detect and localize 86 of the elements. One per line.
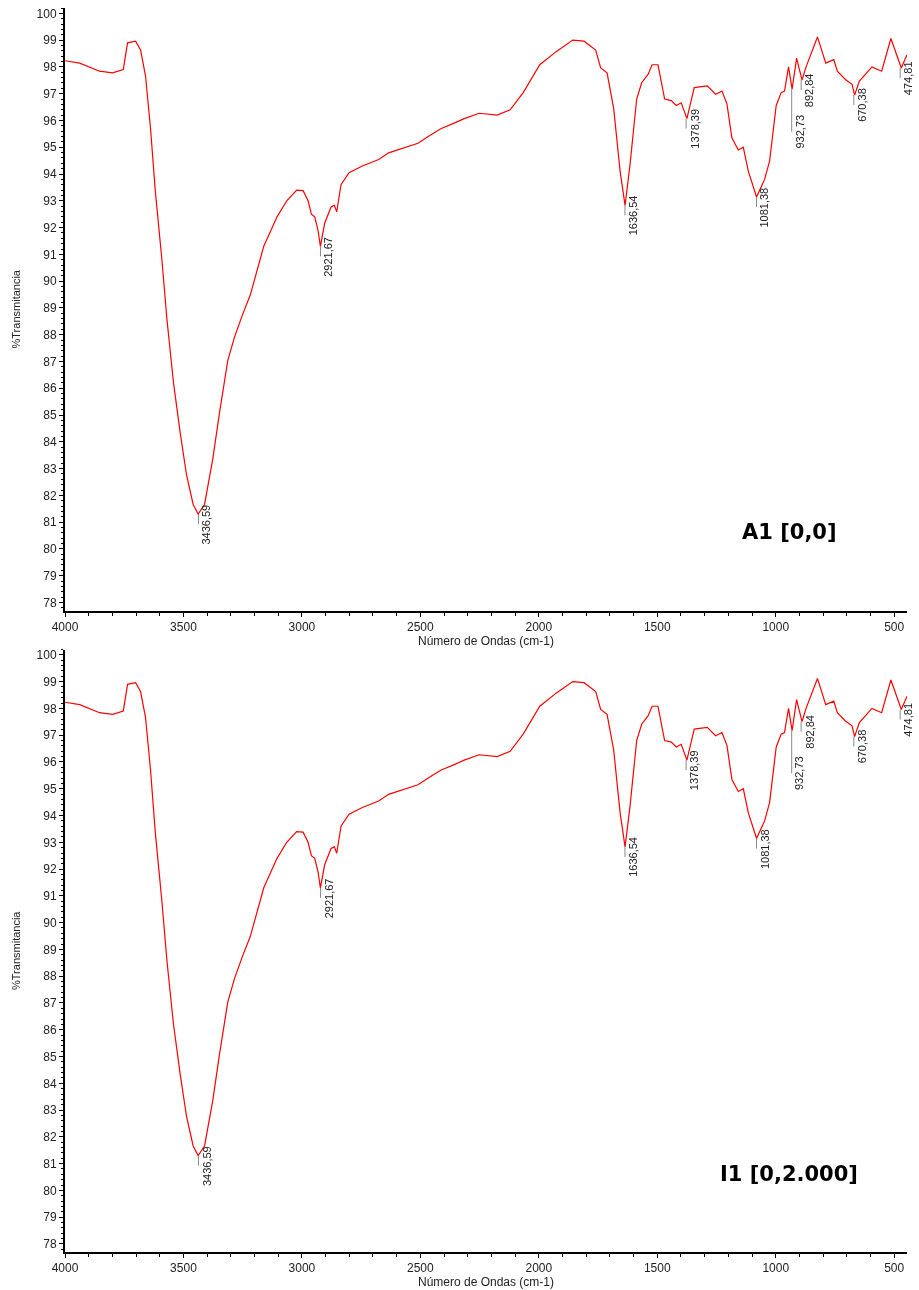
annotation: 670,38 xyxy=(856,729,869,764)
x-tick-label: 2500 xyxy=(407,619,435,634)
annotation: 1081,38 xyxy=(758,829,771,870)
y-tick-label: 83 xyxy=(43,1103,57,1118)
y-tick-label: 87 xyxy=(43,996,57,1011)
annotation: 3436,59 xyxy=(200,504,213,545)
y-tick-label: 94 xyxy=(43,167,57,182)
annotation: 474,81 xyxy=(901,702,914,737)
y-tick-label: 90 xyxy=(43,274,57,289)
y-tick-label: 79 xyxy=(43,1210,57,1225)
annotation: 670,38 xyxy=(855,88,868,122)
y-tick-label: 85 xyxy=(43,408,57,423)
y-tick-label: 81 xyxy=(43,515,57,530)
y-tick-label: 96 xyxy=(43,113,57,128)
annotation: 1636,54 xyxy=(627,837,640,877)
annotation: 932,73 xyxy=(793,756,806,791)
y-tick-label: 83 xyxy=(43,461,57,476)
y-tick-label: 100 xyxy=(36,6,57,21)
x-tick-label: 2500 xyxy=(407,1261,435,1276)
x-tick-label: 3500 xyxy=(170,619,198,634)
y-tick-label: 79 xyxy=(43,568,57,583)
y-tick-label: 81 xyxy=(43,1156,57,1171)
y-tick-label: 92 xyxy=(43,220,57,235)
y-tick-label: 92 xyxy=(43,862,57,877)
y-tick-label: 85 xyxy=(43,1049,57,1064)
y-tick-label: 78 xyxy=(43,595,57,610)
x-tick-label: 2000 xyxy=(525,1261,553,1276)
y-tick-label: 100 xyxy=(36,648,57,663)
x-tick-label: 3000 xyxy=(288,619,316,634)
y-tick-label: 99 xyxy=(43,674,57,689)
x-axis-title: Número de Ondas (cm-1) xyxy=(417,1275,555,1290)
y-tick-label: 88 xyxy=(43,969,57,984)
annotation: 2921,67 xyxy=(322,878,335,919)
y-tick-label: 91 xyxy=(43,889,57,904)
y-tick-label: 80 xyxy=(43,1183,57,1198)
annotation: 932,73 xyxy=(793,114,806,149)
y-tick-label: 86 xyxy=(43,381,57,396)
x-tick-label: 4000 xyxy=(51,1261,79,1276)
y-tick-label: 86 xyxy=(43,1022,57,1037)
y-tick-label: 88 xyxy=(43,327,57,342)
x-tick-label: 1500 xyxy=(643,619,671,634)
y-tick-label: 96 xyxy=(43,755,57,770)
y-tick-label: 94 xyxy=(43,808,57,823)
annotation: 892,84 xyxy=(803,715,816,749)
x-tick-label: 1000 xyxy=(762,1261,790,1276)
annotation: 2921,67 xyxy=(322,237,335,277)
y-tick-label: 95 xyxy=(43,781,57,796)
y-tick-label: 82 xyxy=(43,488,57,503)
y-axis-title: %Transmitancia xyxy=(9,910,22,990)
annotation: 474,81 xyxy=(902,61,915,96)
y-tick-label: 98 xyxy=(43,701,57,716)
y-tick-label: 97 xyxy=(43,728,57,743)
x-tick-label: 4000 xyxy=(51,619,79,634)
y-tick-label: 95 xyxy=(43,140,57,155)
y-tick-label: 91 xyxy=(43,247,57,262)
y-tick-label: 93 xyxy=(43,194,57,208)
y-tick-label: 84 xyxy=(43,1076,57,1091)
y-axis-title: %Transmitancia xyxy=(9,269,22,349)
y-tick-label: 84 xyxy=(43,435,57,449)
y-tick-label: 82 xyxy=(43,1130,57,1145)
annotation: 1636,54 xyxy=(626,195,639,236)
annotation: I1 [0,2.000] xyxy=(720,1162,858,1186)
annotation: 1081,38 xyxy=(758,187,771,228)
y-tick-label: 93 xyxy=(43,835,57,850)
y-tick-label: 78 xyxy=(43,1237,57,1252)
y-tick-label: 97 xyxy=(43,86,57,101)
y-tick-label: 87 xyxy=(43,354,57,369)
annotation: 1378,39 xyxy=(688,108,701,149)
y-tick-label: 90 xyxy=(43,915,57,930)
y-tick-label: 89 xyxy=(43,942,57,957)
x-tick-label: 500 xyxy=(884,619,905,634)
x-tick-label: 2000 xyxy=(525,619,553,634)
y-tick-label: 98 xyxy=(43,60,57,75)
annotation: 3436,59 xyxy=(200,1146,213,1187)
y-tick-label: 99 xyxy=(43,33,57,48)
x-tick-label: 1500 xyxy=(643,1261,671,1276)
x-axis-title: Número de Ondas (cm-1) xyxy=(417,633,555,648)
annotation: 892,84 xyxy=(803,73,816,108)
x-tick-label: 1000 xyxy=(762,619,790,634)
y-tick-label: 89 xyxy=(43,301,57,316)
annotation: A1 [0,0] xyxy=(742,520,837,544)
annotation: 1378,39 xyxy=(688,750,701,791)
x-tick-label: 3500 xyxy=(170,1261,198,1276)
x-tick-label: 3000 xyxy=(288,1261,316,1276)
y-tick-label: 80 xyxy=(43,542,57,557)
x-tick-label: 500 xyxy=(884,1261,905,1276)
